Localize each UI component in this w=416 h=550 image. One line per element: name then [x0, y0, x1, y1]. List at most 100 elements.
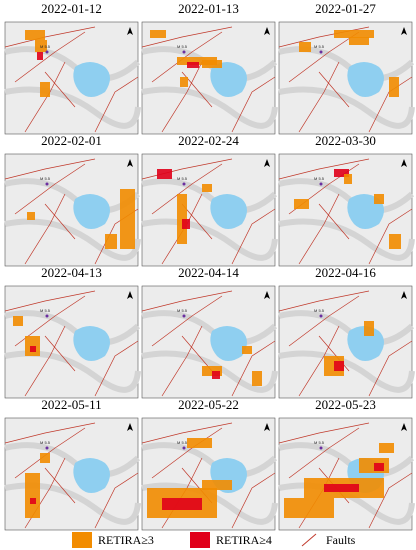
retira-3-area	[177, 57, 217, 65]
lake	[73, 326, 110, 361]
map-panel: M 5.5	[141, 417, 278, 531]
map-panel: M 5.5	[4, 153, 141, 267]
panel-date: 2022-05-11	[41, 397, 101, 412]
north-arrow	[401, 27, 407, 35]
map-panel: M 5.5	[278, 153, 415, 267]
lake	[73, 458, 110, 493]
fault-lines	[141, 290, 276, 397]
epicenter	[319, 446, 323, 450]
epicenter-label: M 5.5	[177, 44, 188, 49]
epicenter	[319, 50, 323, 54]
retira-3-area	[40, 453, 50, 463]
epicenter-label: M 5.5	[314, 308, 325, 313]
panel-date: 2022-05-23	[315, 397, 376, 412]
north-arrow	[401, 291, 407, 299]
retira-3-area	[374, 194, 384, 204]
map-panel: M 5.5	[278, 417, 415, 531]
retira-3-area	[284, 498, 334, 518]
epicenter	[319, 182, 323, 186]
epicenter-label: M 5.5	[40, 308, 51, 313]
north-arrow	[127, 423, 133, 431]
legend-swatch	[190, 532, 210, 548]
retira-4-area	[30, 346, 36, 352]
retira-3-area	[35, 40, 47, 52]
map-panel: M 5.5	[4, 285, 141, 399]
lake	[210, 62, 247, 97]
panel-date: 2022-03-30	[315, 133, 376, 148]
retira-4-area	[334, 169, 349, 177]
map-panel: M 5.5	[141, 285, 278, 399]
legend-label: RETIRA≥4	[216, 533, 272, 547]
retira-3-area	[242, 346, 252, 354]
retira-4-area	[334, 361, 344, 371]
retira-4-area	[212, 371, 220, 379]
panel-date: 2022-04-14	[178, 265, 239, 280]
panel-date: 2022-05-22	[178, 397, 239, 412]
legend-label: Faults	[326, 533, 356, 547]
retira-4-area	[182, 219, 190, 229]
retira-3-area	[379, 443, 394, 453]
retira-3-area	[294, 199, 309, 209]
epicenter-label: M 5.5	[177, 308, 188, 313]
epicenter	[319, 314, 323, 318]
lake	[73, 194, 110, 229]
retira-3-area	[120, 189, 135, 249]
epicenter-label: M 5.5	[40, 44, 51, 49]
epicenter	[182, 182, 186, 186]
epicenter	[182, 50, 186, 54]
epicenter-label: M 5.5	[40, 176, 51, 181]
panel-date: 2022-01-13	[178, 1, 239, 16]
north-arrow	[264, 423, 270, 431]
lake	[210, 194, 247, 229]
legend-line	[301, 533, 317, 547]
retira-3-area	[27, 212, 35, 220]
panel-date: 2022-02-01	[41, 133, 102, 148]
epicenter	[182, 446, 186, 450]
fault-lines	[4, 158, 139, 265]
lake	[347, 326, 384, 361]
retira-3-area	[13, 316, 23, 326]
epicenter-label: M 5.5	[177, 440, 188, 445]
map-panel: M 5.5	[141, 21, 278, 135]
north-arrow	[264, 291, 270, 299]
panel-date: 2022-01-12	[41, 1, 102, 16]
retira-3-area	[389, 234, 401, 249]
retira-4-area	[374, 463, 384, 471]
north-arrow	[127, 27, 133, 35]
map-panel: M 5.5	[4, 417, 141, 531]
epicenter-label: M 5.5	[177, 176, 188, 181]
lake	[73, 62, 110, 97]
panel-date: 2022-01-27	[315, 1, 376, 16]
epicenter	[45, 182, 49, 186]
fault-lines	[4, 422, 139, 529]
fault-lines	[141, 26, 276, 133]
retira-3-area	[25, 30, 45, 40]
panel-date: 2022-04-13	[41, 265, 102, 280]
retira-3-area	[180, 77, 188, 87]
retira-4-area	[157, 169, 172, 179]
map-panel: M 5.5	[278, 21, 415, 135]
legend-swatch	[72, 532, 92, 548]
epicenter-label: M 5.5	[314, 440, 325, 445]
panel-date: 2022-02-24	[178, 133, 239, 148]
fault-lines	[278, 26, 413, 133]
lake	[347, 62, 384, 97]
epicenter	[45, 446, 49, 450]
panel-date: 2022-04-16	[315, 265, 376, 280]
retira-4-area	[37, 52, 43, 60]
retira-4-area	[324, 484, 359, 492]
epicenter-label: M 5.5	[314, 176, 325, 181]
retira-3-area	[389, 77, 399, 97]
north-arrow	[127, 291, 133, 299]
epicenter	[45, 50, 49, 54]
retira-4-area	[162, 498, 202, 510]
retira-3-area	[187, 438, 212, 448]
north-arrow	[264, 27, 270, 35]
epicenter	[45, 314, 49, 318]
retira-3-area	[344, 174, 352, 184]
retira-3-area	[25, 473, 40, 518]
retira-3-area	[299, 42, 311, 52]
north-arrow	[127, 159, 133, 167]
retira-3-area	[252, 371, 262, 386]
